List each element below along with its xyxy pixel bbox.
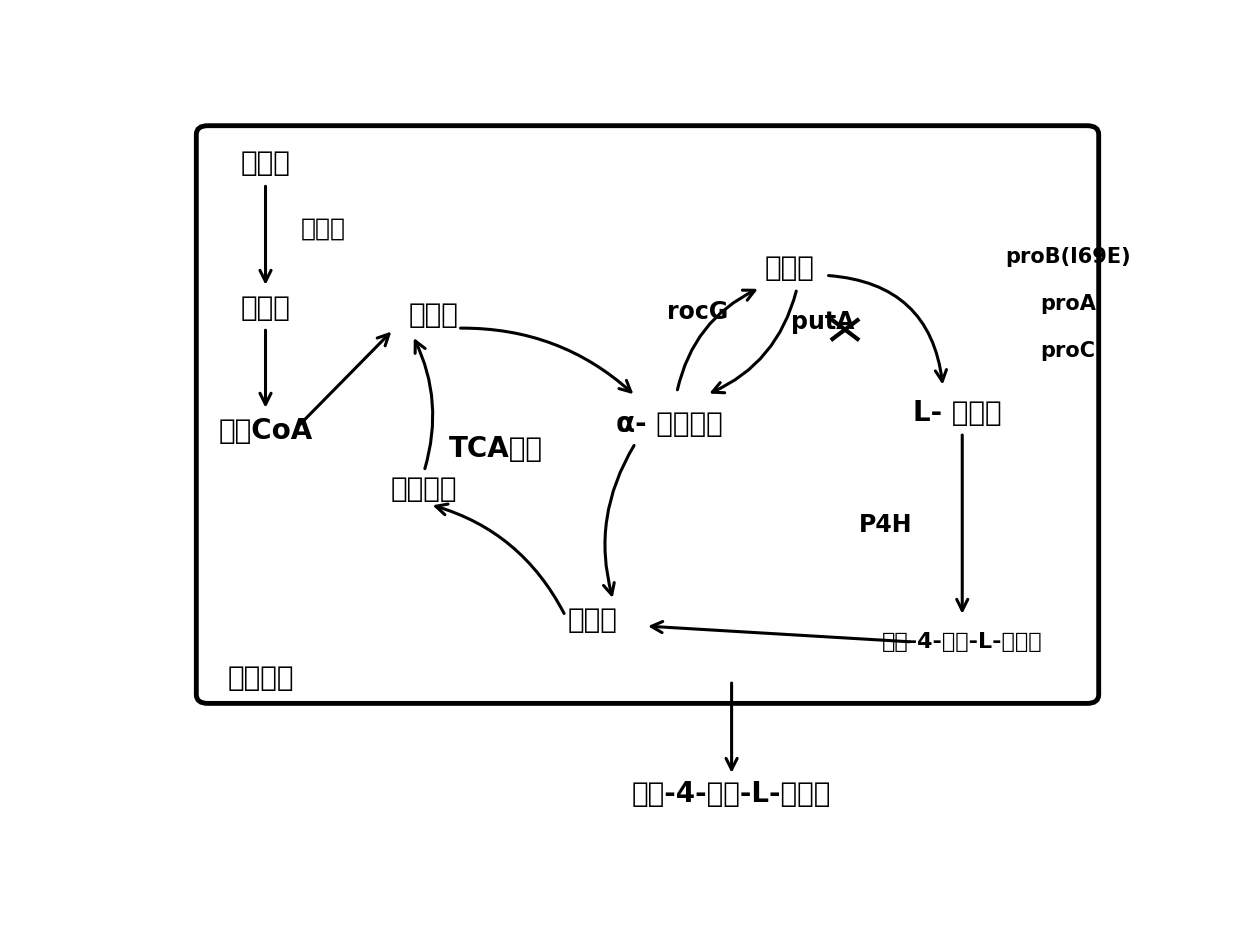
Text: α- 酮戊二酸: α- 酮戊二酸	[616, 409, 723, 438]
Text: 糖酵解: 糖酵解	[300, 216, 346, 240]
Text: P4H: P4H	[858, 513, 913, 537]
Text: proC: proC	[1040, 341, 1095, 362]
Text: proA: proA	[1040, 294, 1096, 315]
Text: 反式-4-羟基-L-脯氨酸: 反式-4-羟基-L-脯氨酸	[882, 632, 1043, 652]
Text: 琥珀酸: 琥珀酸	[568, 607, 618, 634]
Text: 柠檬酸: 柠檬酸	[409, 301, 459, 330]
Text: TCA循环: TCA循环	[449, 435, 543, 463]
Text: 乙酰CoA: 乙酰CoA	[218, 417, 312, 445]
Text: L- 脯氨酸: L- 脯氨酸	[913, 399, 1002, 426]
Text: 丙酮酸: 丙酮酸	[241, 294, 290, 322]
Text: 葡萄糖: 葡萄糖	[241, 149, 290, 177]
Text: rocG: rocG	[667, 300, 729, 324]
Text: 反式-4-羟基-L-脯氨酸: 反式-4-羟基-L-脯氨酸	[632, 779, 831, 808]
Text: putA: putA	[791, 311, 854, 334]
FancyBboxPatch shape	[196, 126, 1099, 703]
Text: 谷氨酸: 谷氨酸	[764, 254, 815, 282]
Text: 草酰乙酸: 草酰乙酸	[391, 474, 458, 502]
Text: 大肠杆菌: 大肠杆菌	[227, 664, 294, 692]
Text: proB(I69E): proB(I69E)	[1006, 247, 1131, 268]
